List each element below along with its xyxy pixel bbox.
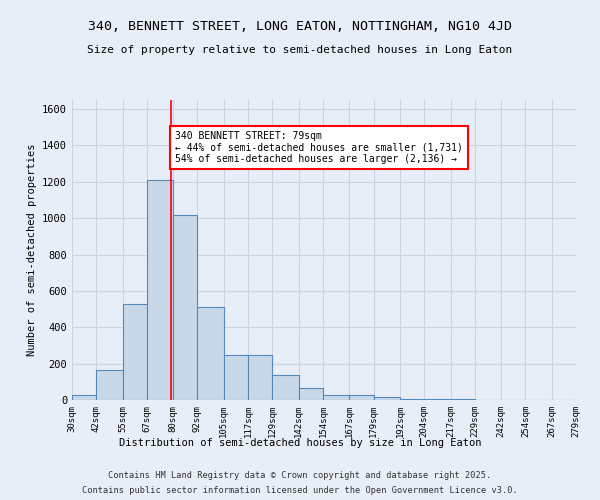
Bar bbox=[299, 388, 323, 400]
Bar bbox=[122, 304, 147, 400]
Bar bbox=[147, 180, 173, 400]
Bar bbox=[424, 399, 451, 400]
Bar bbox=[224, 356, 248, 400]
Bar bbox=[197, 308, 224, 400]
Bar bbox=[323, 394, 349, 400]
Bar bbox=[374, 398, 400, 400]
Bar bbox=[96, 370, 122, 400]
Bar bbox=[173, 214, 197, 400]
Text: Contains public sector information licensed under the Open Government Licence v3: Contains public sector information licen… bbox=[82, 486, 518, 495]
Y-axis label: Number of semi-detached properties: Number of semi-detached properties bbox=[26, 144, 37, 356]
Text: Contains HM Land Registry data © Crown copyright and database right 2025.: Contains HM Land Registry data © Crown c… bbox=[109, 471, 491, 480]
Bar bbox=[349, 396, 374, 400]
Bar bbox=[272, 374, 299, 400]
Text: Size of property relative to semi-detached houses in Long Eaton: Size of property relative to semi-detach… bbox=[88, 45, 512, 55]
Bar bbox=[248, 356, 272, 400]
Text: 340 BENNETT STREET: 79sqm
← 44% of semi-detached houses are smaller (1,731)
54% : 340 BENNETT STREET: 79sqm ← 44% of semi-… bbox=[175, 131, 463, 164]
Bar bbox=[400, 398, 424, 400]
Bar bbox=[72, 394, 96, 400]
Text: 340, BENNETT STREET, LONG EATON, NOTTINGHAM, NG10 4JD: 340, BENNETT STREET, LONG EATON, NOTTING… bbox=[88, 20, 512, 33]
Text: Distribution of semi-detached houses by size in Long Eaton: Distribution of semi-detached houses by … bbox=[119, 438, 481, 448]
